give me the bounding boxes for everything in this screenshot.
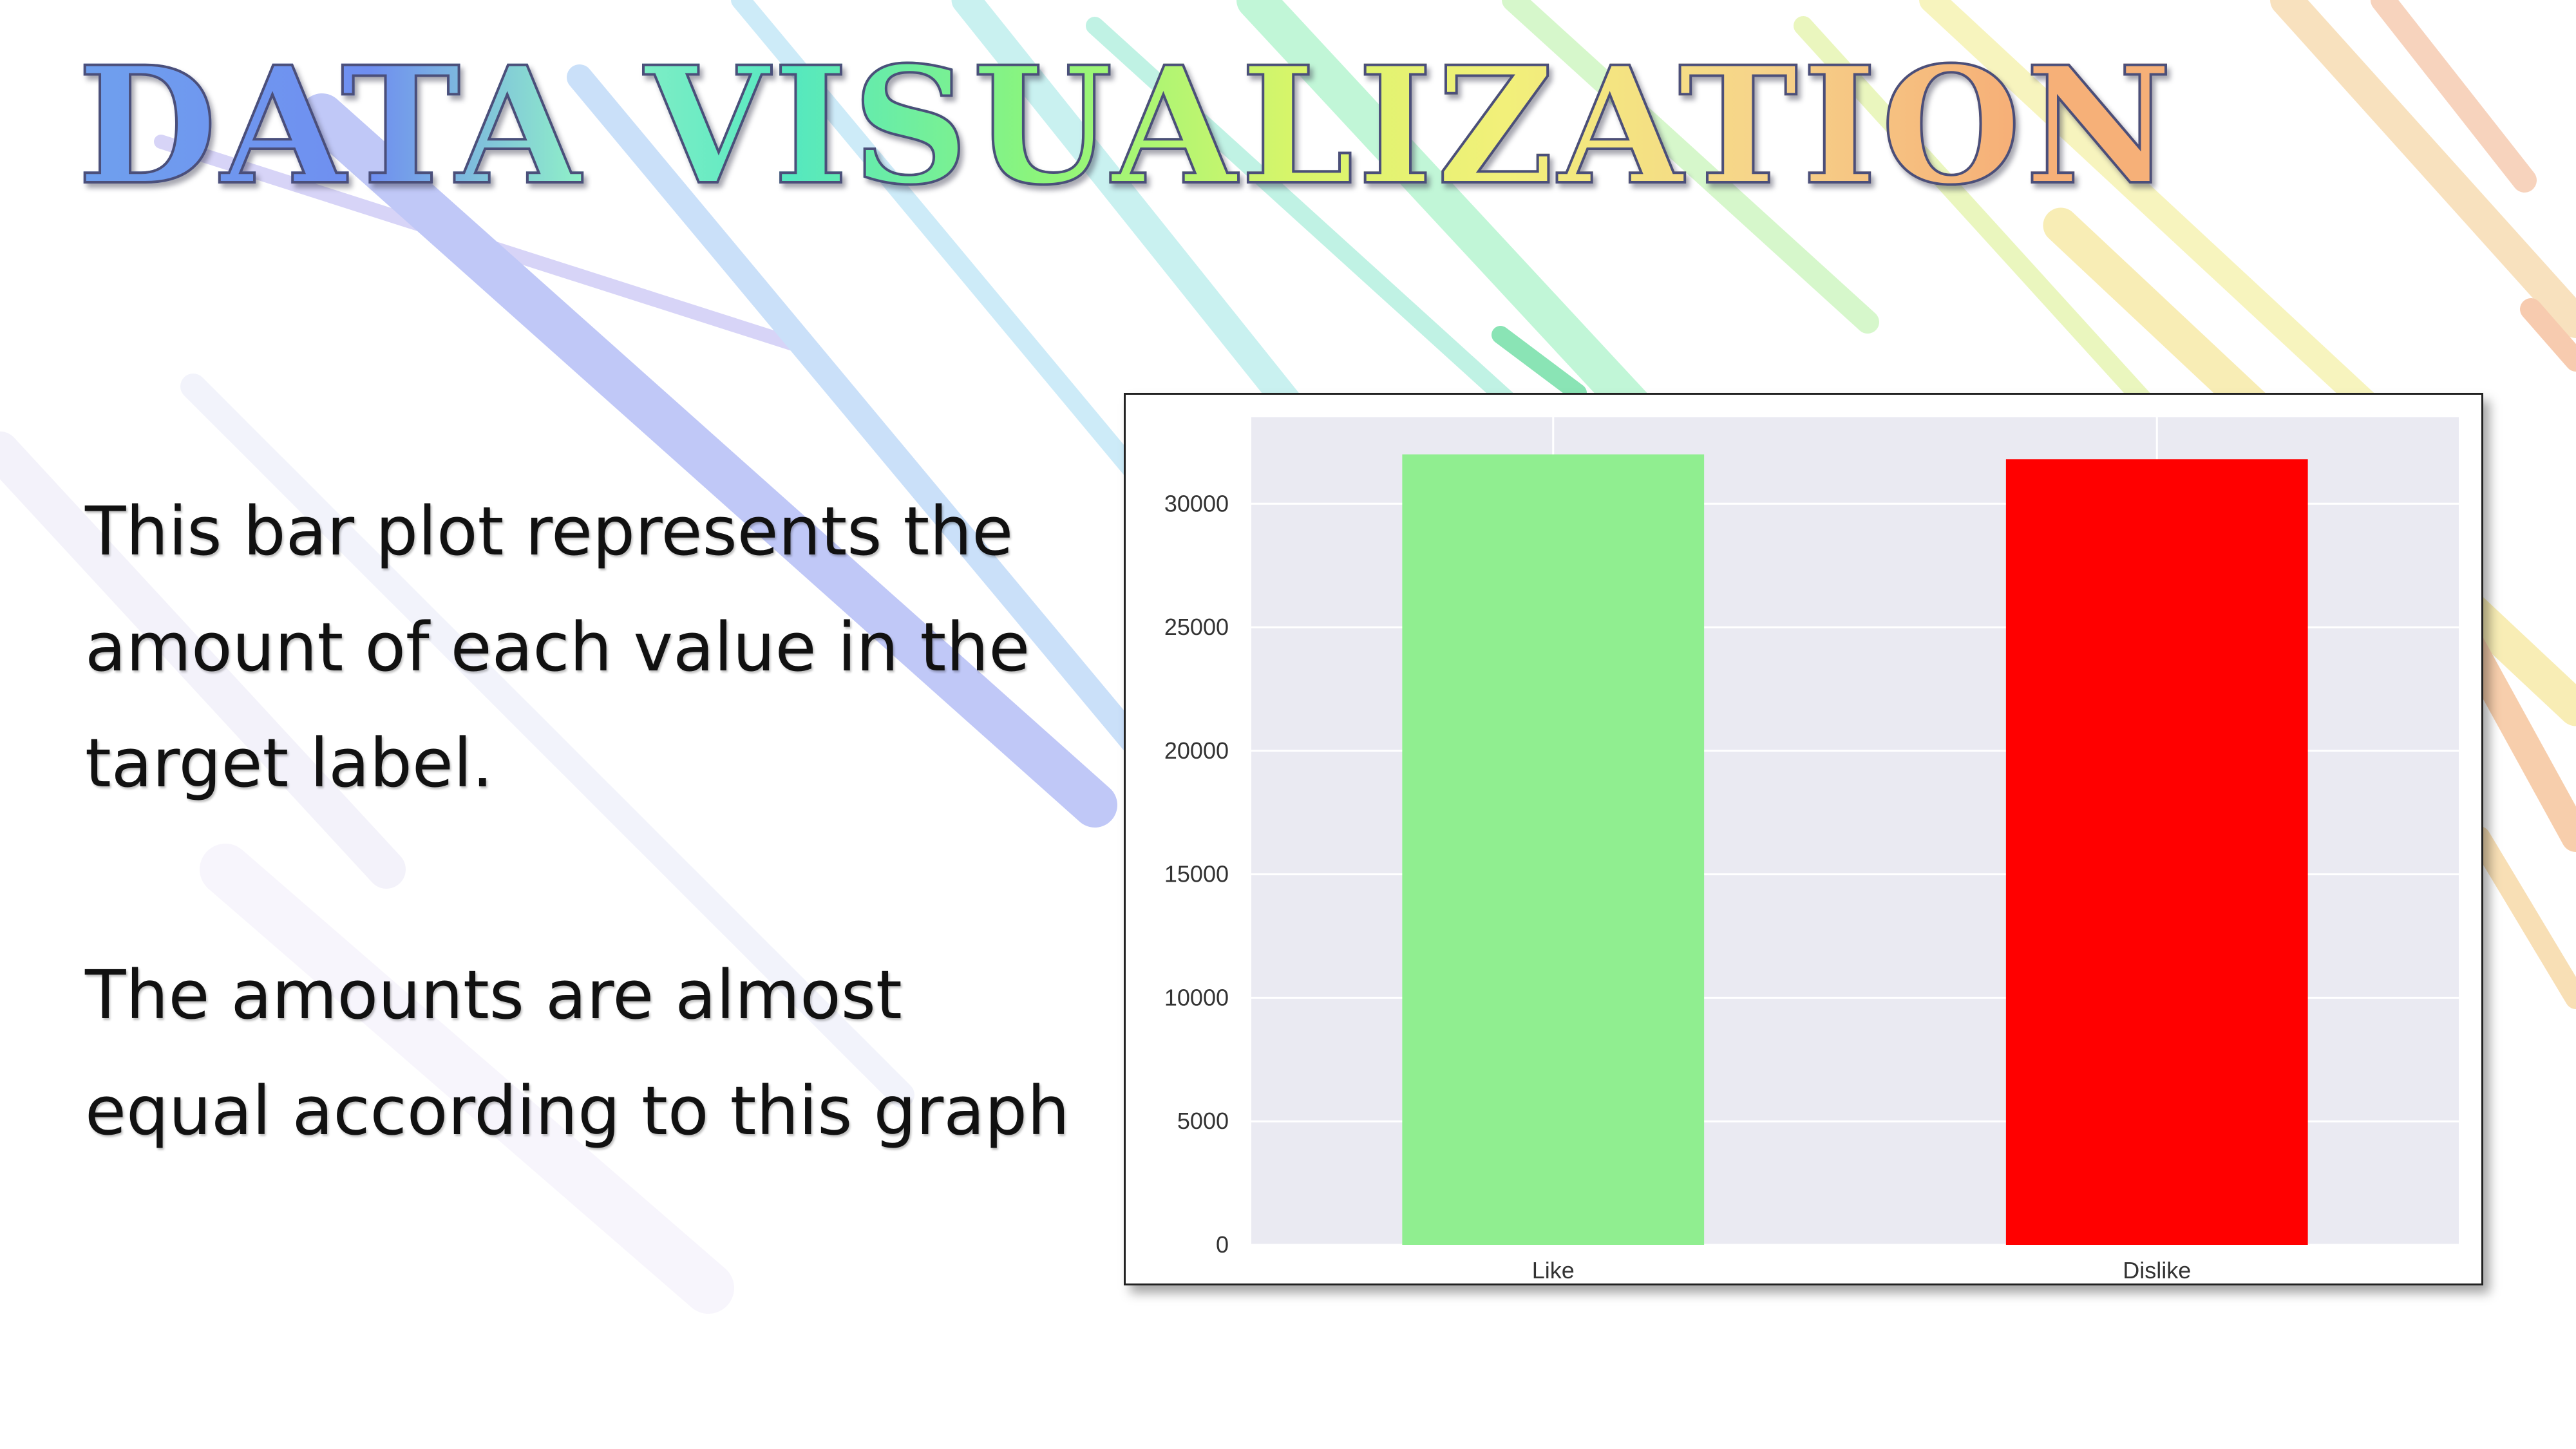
bar-chart: 0 5000 10000 15000 20000 25000 30000 Like Disli… xyxy=(1164,417,2459,1283)
y-tick-label: 30000 xyxy=(1164,490,1229,516)
y-tick-label: 10000 xyxy=(1164,984,1229,1010)
x-tick-label: Like xyxy=(1532,1257,1575,1283)
y-tick-label: 25000 xyxy=(1164,614,1229,640)
x-axis-ticks: Like Dislike xyxy=(1532,1257,2192,1283)
bars xyxy=(1402,454,2308,1245)
y-tick-label: 5000 xyxy=(1177,1108,1229,1134)
conclusion-line: The amounts are almost xyxy=(85,956,902,1034)
bar-like xyxy=(1402,454,1705,1245)
y-tick-label: 20000 xyxy=(1164,737,1229,764)
slide-title: DATA VISUALIZATION xyxy=(76,31,2177,220)
x-tick-label: Dislike xyxy=(2123,1257,2191,1283)
description-line: This bar plot represents the xyxy=(85,492,1014,571)
description-line: target label. xyxy=(85,724,493,802)
y-axis-ticks: 0 5000 10000 15000 20000 25000 30000 xyxy=(1164,490,1229,1258)
bar-chart-frame: 0 5000 10000 15000 20000 25000 30000 Like Disli… xyxy=(1124,393,2483,1285)
y-tick-label: 0 xyxy=(1216,1231,1229,1258)
conclusion-line: equal according to this graph xyxy=(85,1072,1070,1150)
description-paragraph: This bar plot represents the amount of e… xyxy=(85,473,1103,821)
description-line: amount of each value in the xyxy=(85,608,1030,687)
y-tick-label: 15000 xyxy=(1164,861,1229,887)
conclusion-paragraph: The amounts are almost equal according t… xyxy=(85,937,1115,1169)
bar-dislike xyxy=(2005,459,2308,1245)
